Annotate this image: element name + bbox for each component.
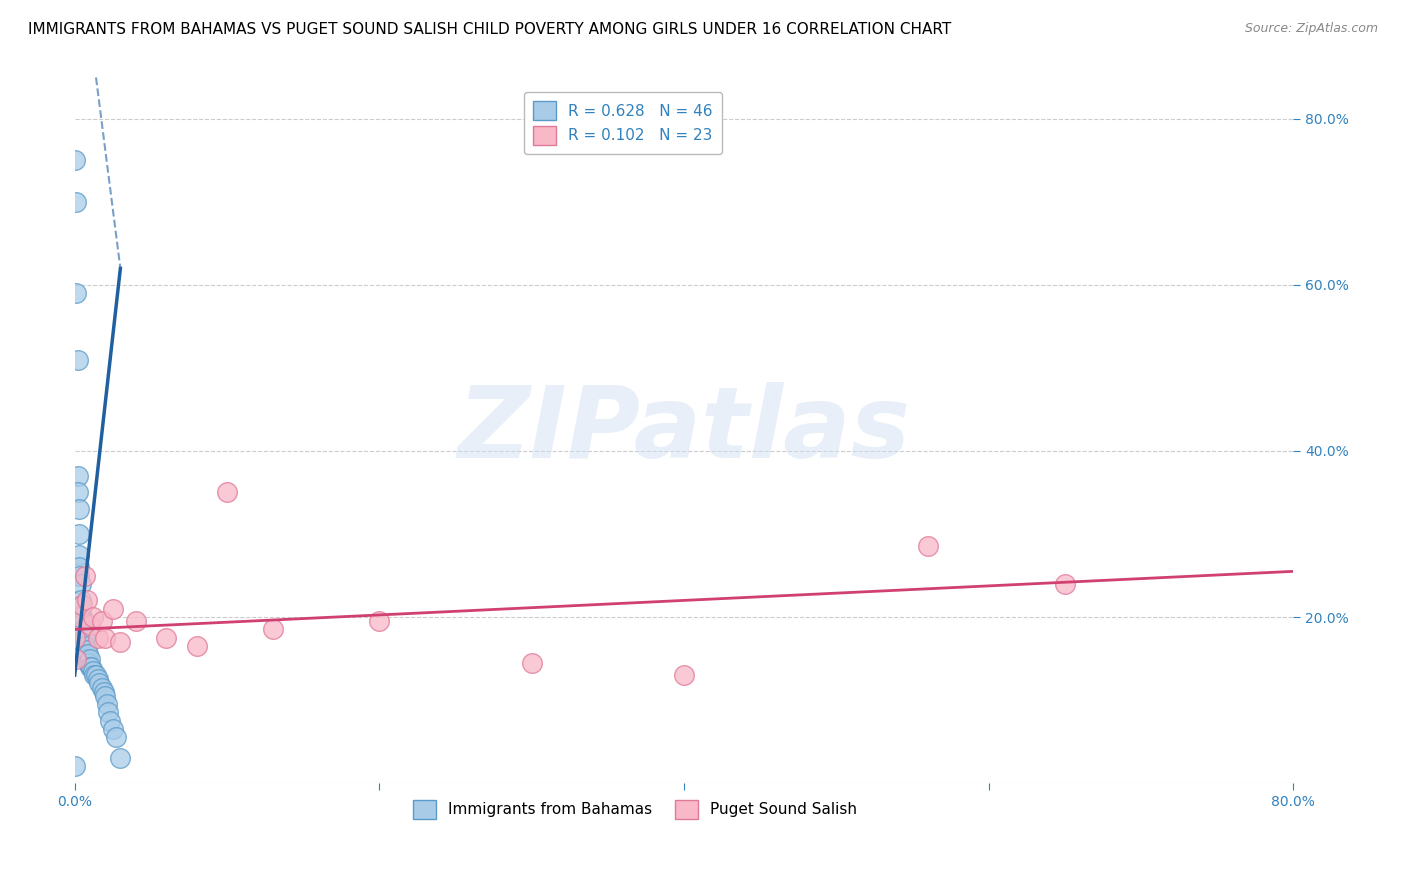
Point bbox=[67, 548, 90, 562]
Point bbox=[72, 614, 94, 628]
Point bbox=[124, 614, 146, 628]
Point bbox=[72, 610, 94, 624]
Point bbox=[77, 656, 100, 670]
Point bbox=[75, 648, 97, 662]
Legend: Immigrants from Bahamas, Puget Sound Salish: Immigrants from Bahamas, Puget Sound Sal… bbox=[406, 794, 863, 825]
Point bbox=[66, 469, 89, 483]
Point bbox=[82, 664, 104, 678]
Point bbox=[262, 623, 284, 637]
Point bbox=[66, 352, 89, 367]
Point bbox=[91, 614, 114, 628]
Point bbox=[69, 593, 91, 607]
Point bbox=[98, 714, 121, 728]
Point bbox=[67, 568, 90, 582]
Point bbox=[155, 631, 177, 645]
Point bbox=[91, 681, 114, 695]
Point bbox=[83, 668, 105, 682]
Point bbox=[69, 576, 91, 591]
Point bbox=[67, 502, 90, 516]
Point bbox=[76, 651, 98, 665]
Point bbox=[101, 601, 124, 615]
Point bbox=[75, 568, 97, 582]
Point bbox=[72, 623, 94, 637]
Point bbox=[84, 668, 107, 682]
Point bbox=[94, 631, 117, 645]
Point bbox=[672, 668, 695, 682]
Point bbox=[82, 610, 104, 624]
Point bbox=[79, 618, 101, 632]
Point bbox=[101, 722, 124, 736]
Point bbox=[97, 706, 120, 720]
Point bbox=[63, 631, 86, 645]
Point bbox=[63, 153, 86, 168]
Text: IMMIGRANTS FROM BAHAMAS VS PUGET SOUND SALISH CHILD POVERTY AMONG GIRLS UNDER 16: IMMIGRANTS FROM BAHAMAS VS PUGET SOUND S… bbox=[28, 22, 952, 37]
Point bbox=[76, 593, 98, 607]
Point bbox=[67, 560, 90, 574]
Point bbox=[110, 635, 132, 649]
Point bbox=[72, 598, 94, 612]
Point bbox=[186, 639, 208, 653]
Point bbox=[86, 673, 108, 687]
Point bbox=[69, 601, 91, 615]
Point bbox=[65, 286, 87, 301]
Point bbox=[66, 485, 89, 500]
Point bbox=[73, 614, 96, 628]
Point bbox=[94, 689, 117, 703]
Point bbox=[79, 660, 101, 674]
Point bbox=[80, 660, 103, 674]
Point bbox=[76, 643, 98, 657]
Point bbox=[96, 697, 118, 711]
Point bbox=[86, 631, 108, 645]
Point bbox=[1053, 576, 1076, 591]
Text: ZIPatlas: ZIPatlas bbox=[457, 382, 911, 479]
Point bbox=[67, 527, 90, 541]
Point bbox=[63, 759, 86, 773]
Point bbox=[79, 651, 101, 665]
Point bbox=[67, 610, 90, 624]
Point bbox=[215, 485, 238, 500]
Point bbox=[75, 631, 97, 645]
Point bbox=[917, 540, 939, 554]
Point bbox=[75, 639, 97, 653]
Point bbox=[77, 648, 100, 662]
Point bbox=[110, 751, 132, 765]
Point bbox=[368, 614, 391, 628]
Point bbox=[65, 194, 87, 209]
Point bbox=[73, 623, 96, 637]
Point bbox=[104, 731, 127, 745]
Point bbox=[520, 656, 543, 670]
Point bbox=[93, 684, 115, 698]
Point bbox=[73, 631, 96, 645]
Point bbox=[72, 598, 94, 612]
Point bbox=[87, 676, 110, 690]
Point bbox=[65, 651, 87, 665]
Text: Source: ZipAtlas.com: Source: ZipAtlas.com bbox=[1244, 22, 1378, 36]
